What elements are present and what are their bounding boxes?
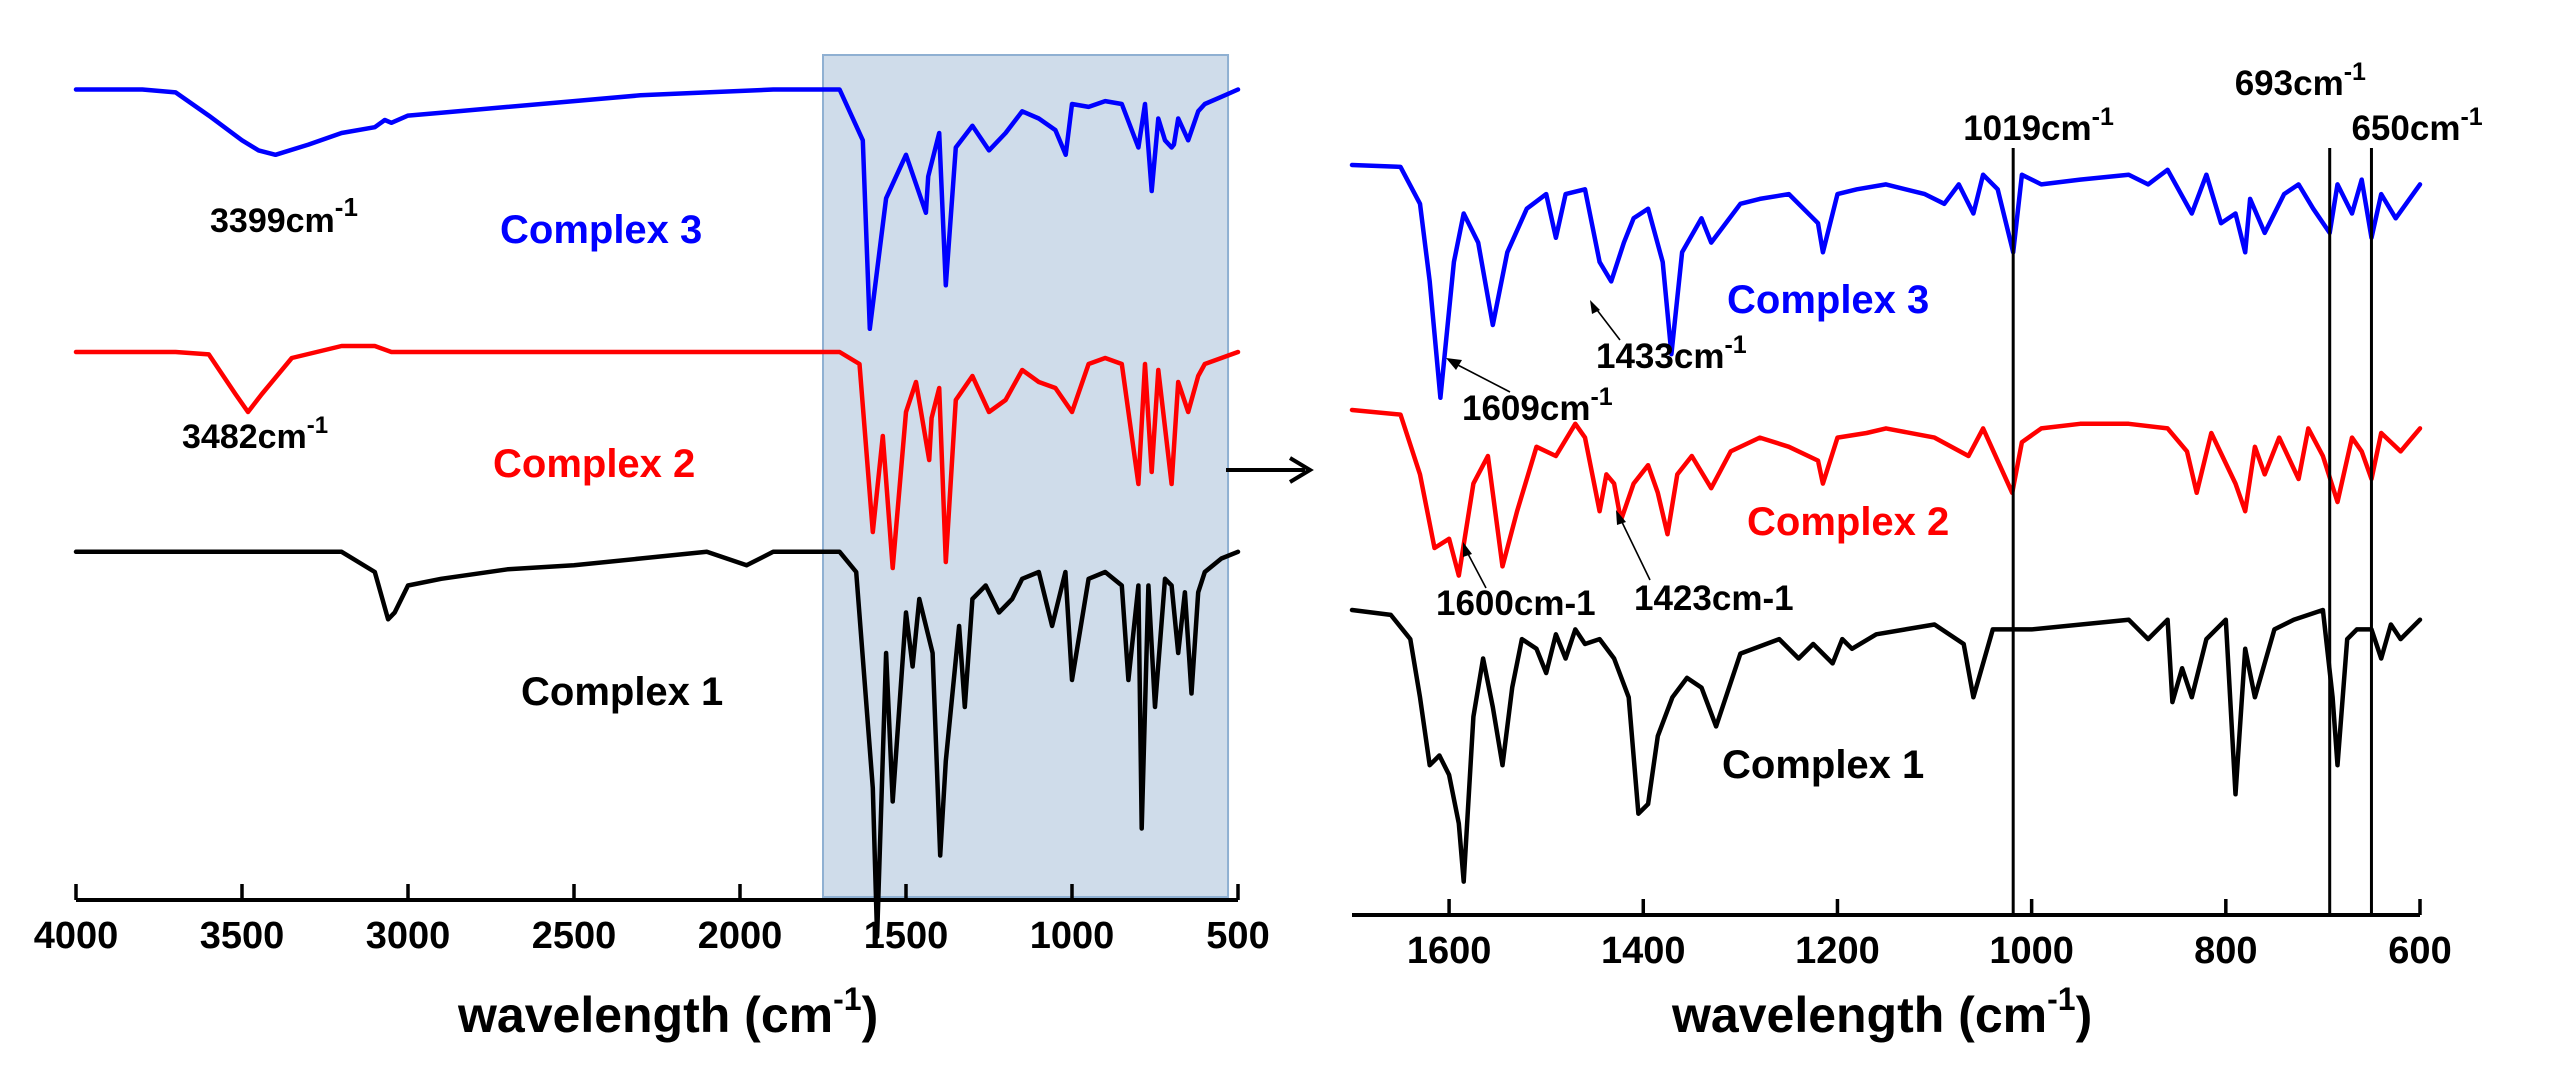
right-tick-label-1200: 1200 xyxy=(1795,930,1880,972)
series-label-complex-3: Complex 3 xyxy=(500,208,702,252)
annotation-1423: 1423cm-1 xyxy=(1634,579,1794,618)
annotation-3482: 3482cm-1 xyxy=(182,412,328,456)
right-tick-label-1400: 1400 xyxy=(1601,930,1686,972)
left-tick-label-3500: 3500 xyxy=(200,915,285,957)
left-tick-label-500: 500 xyxy=(1206,915,1269,957)
connector-arrow-icon xyxy=(1226,456,1314,484)
series-label-complex-1: Complex 1 xyxy=(521,670,723,714)
series-label-complex-2-right: Complex 2 xyxy=(1747,500,1949,544)
left-tick-label-1500: 1500 xyxy=(864,915,949,957)
annotation-1600-arrowhead xyxy=(1463,542,1472,557)
series-label-complex-3-right: Complex 3 xyxy=(1727,278,1929,322)
annotation-1433: 1433cm-1 xyxy=(1596,331,1747,376)
annotation-3399: 3399cm-1 xyxy=(210,192,358,240)
left-tick-label-4000: 4000 xyxy=(34,915,119,957)
left-tick-label-2000: 2000 xyxy=(698,915,783,957)
annotation-1423-arrow xyxy=(1619,517,1651,581)
annotation-1609: 1609cm-1 xyxy=(1462,383,1613,428)
left-series-complex-3 xyxy=(73,87,1241,332)
left-x-axis-label: wavelength (cm-1) xyxy=(457,981,878,1043)
annotation-1433-arrowhead xyxy=(1590,300,1600,314)
left-series-complex-1 xyxy=(73,549,1241,939)
annotation-1600-arrow xyxy=(1465,549,1487,589)
right-tick-label-1600: 1600 xyxy=(1407,930,1492,972)
left-series-complex-2 xyxy=(73,343,1241,571)
right-tick-label-1000: 1000 xyxy=(1989,930,2074,972)
annotation-1600: 1600cm-1 xyxy=(1436,584,1596,623)
right-series-complex-3 xyxy=(1349,162,2423,401)
right-tick-label-600: 600 xyxy=(2388,930,2451,972)
reference-label-693: 693cm-1 xyxy=(2235,58,2366,103)
reference-label-650: 650cm-1 xyxy=(2351,103,2482,148)
annotation-1609-arrowhead xyxy=(1446,358,1462,370)
right-series-complex-1 xyxy=(1349,607,2423,884)
series-label-complex-2: Complex 2 xyxy=(493,442,695,486)
left-tick-label-2500: 2500 xyxy=(532,915,617,957)
left-chart-panel: 4000 3500 3000 2500 2000 1500 1000 500 Complex … xyxy=(34,54,1270,1043)
left-tick-label-1000: 1000 xyxy=(1030,915,1115,957)
reference-label-1019: 1019cm-1 xyxy=(1963,103,2114,148)
annotation-1423-arrowhead xyxy=(1616,510,1626,525)
right-x-axis-label: wavelength (cm-1) xyxy=(1671,981,2092,1043)
annotation-1609-arrow xyxy=(1451,361,1511,393)
annotation-1433-arrow xyxy=(1593,305,1621,341)
series-label-complex-1-right: Complex 1 xyxy=(1722,743,1924,787)
right-tick-label-800: 800 xyxy=(2194,930,2257,972)
left-tick-label-3000: 3000 xyxy=(366,915,451,957)
right-series-complex-2 xyxy=(1349,407,2423,578)
